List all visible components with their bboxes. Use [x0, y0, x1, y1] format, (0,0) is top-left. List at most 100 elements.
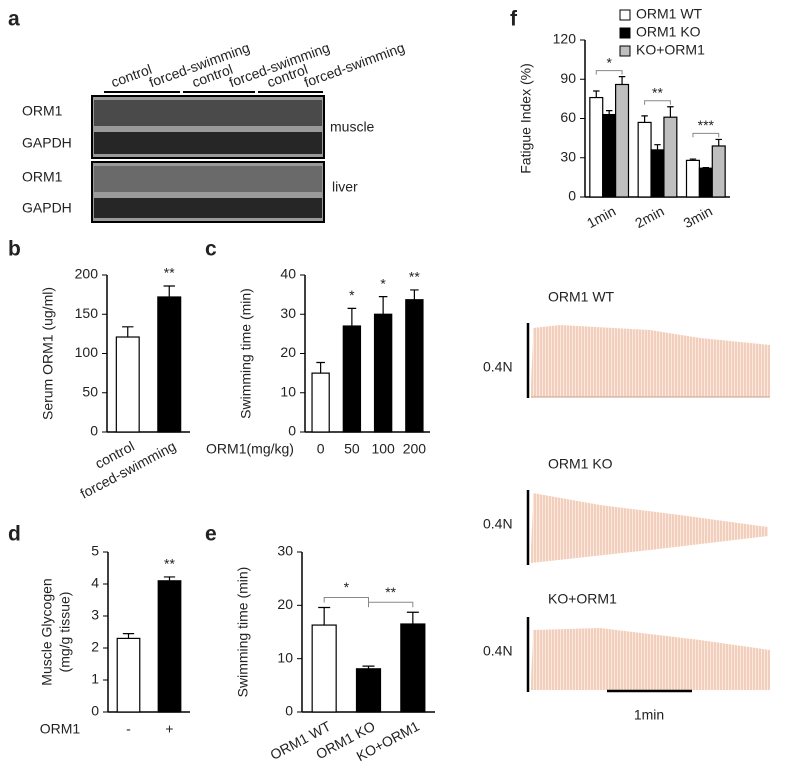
y-tick-label: 30 — [277, 543, 293, 559]
y-axis-label: (mg/g tissue) — [57, 592, 73, 673]
x-tick-label: 100 — [371, 441, 395, 457]
trace-label: ORM1 KO — [548, 456, 613, 472]
bracket — [323, 596, 369, 603]
bar — [637, 121, 652, 198]
legend-swatch — [619, 9, 631, 21]
annotation: ** — [652, 84, 663, 100]
bar — [373, 313, 393, 433]
panel-label: a — [8, 8, 20, 31]
time-label: 1min — [634, 707, 664, 723]
tissue-label: liver — [332, 179, 358, 195]
bracket — [644, 100, 671, 105]
bar — [115, 336, 140, 433]
annotation: ** — [409, 269, 420, 285]
bar — [400, 623, 426, 713]
error-bar — [122, 326, 134, 338]
scale-label: 0.4N — [483, 359, 513, 375]
y-tick-label: 120 — [553, 31, 577, 47]
y-tick-label: 4 — [91, 575, 99, 591]
legend-label: ORM1 KO — [636, 24, 701, 40]
x-tick-label: 0 — [317, 441, 325, 457]
panel-label: f — [510, 8, 518, 31]
scale-label: 0.4N — [483, 643, 513, 659]
bracket — [368, 601, 414, 608]
x-tick-label: 1min — [584, 203, 618, 231]
error-bar — [667, 106, 674, 118]
y-tick-label: 40 — [280, 266, 296, 282]
blot: a control forced-swimming control forced… — [8, 8, 407, 223]
panel-label: d — [8, 523, 21, 546]
panel-label: b — [8, 238, 21, 261]
x-axis-label: ORM1 — [40, 721, 81, 737]
panel-label: c — [205, 238, 217, 261]
bar — [405, 299, 424, 433]
x-tick-label: - — [126, 721, 131, 737]
y-tick-label: 0 — [285, 703, 293, 719]
x-axis-label: ORM1(mg/kg) — [206, 441, 294, 457]
bar — [685, 159, 700, 198]
legend-label: KO+ORM1 — [636, 42, 705, 58]
band-label: GAPDH — [22, 200, 72, 216]
y-axis-label: Swimming time (min) — [238, 288, 254, 419]
y-tick-label: 60 — [560, 109, 576, 125]
error-bar — [715, 138, 722, 146]
annotation: * — [349, 287, 355, 303]
annotation: ** — [164, 556, 175, 572]
y-tick-label: 0 — [90, 423, 98, 439]
bar — [342, 325, 362, 433]
error-bar — [702, 166, 710, 169]
annotation: * — [344, 579, 350, 595]
y-tick-label: 20 — [280, 344, 296, 360]
bar — [311, 372, 330, 433]
bar — [311, 624, 337, 713]
error-bar — [410, 289, 419, 300]
annotation: *** — [698, 117, 715, 133]
error-bar — [605, 110, 613, 115]
bracket — [692, 132, 720, 138]
error-bar — [593, 90, 600, 98]
band — [94, 166, 322, 192]
error-bar — [122, 633, 135, 639]
y-tick-label: 10 — [280, 383, 296, 399]
trace — [531, 493, 768, 563]
bracket — [595, 70, 623, 75]
tissue-label: muscle — [330, 119, 375, 135]
y-axis-label: Muscle Glycogen — [39, 578, 55, 685]
band — [94, 132, 322, 154]
x-tick-label: + — [165, 721, 173, 737]
trace-label: ORM1 WT — [548, 289, 615, 305]
error-bar — [163, 285, 175, 297]
y-tick-label: 30 — [560, 148, 576, 164]
annotation: * — [380, 275, 386, 291]
error-bar — [347, 307, 357, 327]
error-bar — [406, 611, 419, 624]
error-bar — [362, 665, 375, 669]
band-label: ORM1 — [22, 169, 63, 185]
legend-swatch — [619, 27, 631, 39]
bar — [116, 637, 141, 713]
error-bar — [689, 158, 697, 161]
y-tick-label: 3 — [91, 607, 99, 623]
band-label: GAPDH — [22, 135, 72, 151]
bar — [663, 116, 678, 198]
bar — [157, 580, 182, 713]
bar — [711, 145, 726, 198]
y-tick-label: 200 — [75, 266, 99, 282]
bar — [698, 167, 713, 198]
y-tick-label: 20 — [277, 596, 293, 612]
legend-label: ORM1 WT — [636, 6, 703, 22]
y-tick-label: 30 — [280, 305, 296, 321]
y-tick-label: 0 — [91, 703, 99, 719]
bar — [602, 113, 617, 198]
band — [94, 198, 322, 218]
y-tick-label: 10 — [277, 649, 293, 665]
bar — [157, 296, 182, 433]
trace — [531, 628, 770, 690]
error-bar — [316, 361, 325, 374]
x-tick-label: 50 — [344, 441, 360, 457]
bar — [355, 668, 382, 713]
y-axis-label: Serum ORM1 (ug/ml) — [40, 287, 56, 420]
panel-label: e — [205, 523, 217, 546]
annotation: ** — [385, 584, 396, 600]
